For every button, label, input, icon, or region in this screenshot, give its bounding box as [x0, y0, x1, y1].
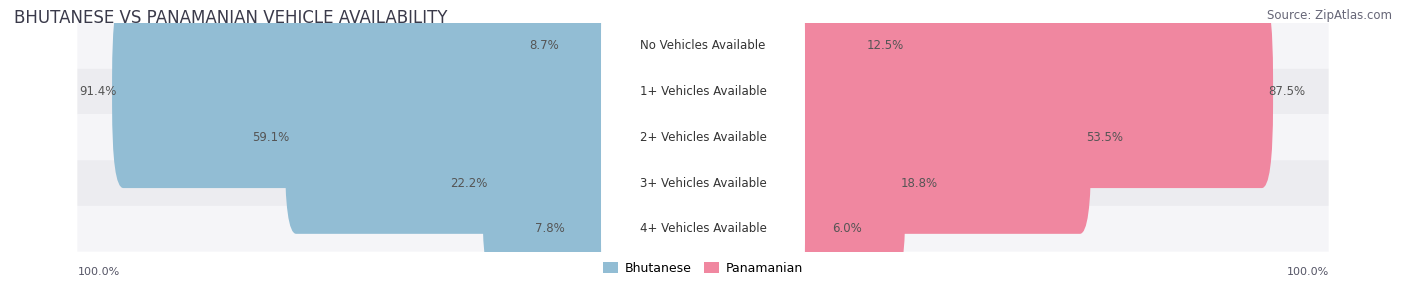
FancyBboxPatch shape	[77, 160, 1329, 206]
Text: 4+ Vehicles Available: 4+ Vehicles Available	[640, 222, 766, 235]
Text: 3+ Vehicles Available: 3+ Vehicles Available	[640, 176, 766, 190]
Text: 1+ Vehicles Available: 1+ Vehicles Available	[640, 85, 766, 98]
Text: 59.1%: 59.1%	[253, 131, 290, 144]
Text: 100.0%: 100.0%	[1286, 267, 1329, 277]
FancyBboxPatch shape	[560, 132, 623, 286]
FancyBboxPatch shape	[600, 0, 806, 142]
Text: 91.4%: 91.4%	[80, 85, 117, 98]
FancyBboxPatch shape	[600, 41, 806, 234]
Text: 53.5%: 53.5%	[1087, 131, 1123, 144]
FancyBboxPatch shape	[285, 41, 623, 234]
FancyBboxPatch shape	[783, 0, 1272, 188]
FancyBboxPatch shape	[783, 132, 837, 286]
Text: 8.7%: 8.7%	[530, 39, 560, 52]
FancyBboxPatch shape	[77, 23, 1329, 69]
Text: 87.5%: 87.5%	[1268, 85, 1305, 98]
Text: 18.8%: 18.8%	[901, 176, 938, 190]
FancyBboxPatch shape	[600, 86, 806, 280]
FancyBboxPatch shape	[783, 86, 905, 280]
Text: 100.0%: 100.0%	[77, 267, 120, 277]
Text: No Vehicles Available: No Vehicles Available	[640, 39, 766, 52]
FancyBboxPatch shape	[482, 86, 623, 280]
Text: 2+ Vehicles Available: 2+ Vehicles Available	[640, 131, 766, 144]
FancyBboxPatch shape	[600, 132, 806, 286]
FancyBboxPatch shape	[783, 41, 1091, 234]
Text: 22.2%: 22.2%	[450, 176, 488, 190]
FancyBboxPatch shape	[77, 69, 1329, 114]
Text: 12.5%: 12.5%	[868, 39, 904, 52]
FancyBboxPatch shape	[112, 0, 623, 188]
Text: 7.8%: 7.8%	[534, 222, 564, 235]
Text: 6.0%: 6.0%	[832, 222, 862, 235]
Legend: Bhutanese, Panamanian: Bhutanese, Panamanian	[599, 257, 807, 280]
FancyBboxPatch shape	[783, 0, 872, 142]
Text: BHUTANESE VS PANAMANIAN VEHICLE AVAILABILITY: BHUTANESE VS PANAMANIAN VEHICLE AVAILABI…	[14, 9, 447, 27]
FancyBboxPatch shape	[77, 206, 1329, 252]
FancyBboxPatch shape	[554, 0, 623, 142]
Text: Source: ZipAtlas.com: Source: ZipAtlas.com	[1267, 9, 1392, 21]
FancyBboxPatch shape	[600, 0, 806, 188]
FancyBboxPatch shape	[77, 114, 1329, 160]
